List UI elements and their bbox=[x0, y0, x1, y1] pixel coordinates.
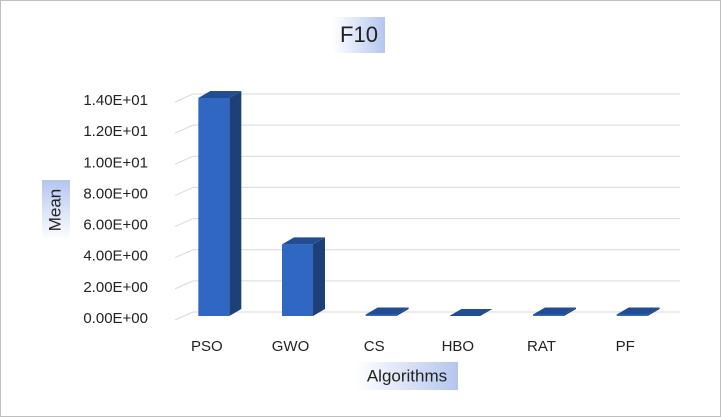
x-tick-label: GWO bbox=[272, 338, 310, 355]
bar bbox=[616, 314, 648, 316]
y-tick-label: 4.00E+00 bbox=[83, 248, 148, 265]
y-tick-label: 0.00E+00 bbox=[83, 310, 148, 327]
y-tick-label: 6.00E+00 bbox=[83, 217, 148, 234]
bar bbox=[365, 314, 397, 316]
bar-side bbox=[647, 307, 660, 316]
chart-title: F10 bbox=[340, 22, 378, 47]
x-tick-label: PF bbox=[616, 338, 635, 355]
grid-line-side bbox=[174, 124, 194, 134]
x-tick-label: RAT bbox=[527, 338, 556, 355]
y-tick-label: 8.00E+00 bbox=[83, 185, 148, 202]
x-tick-label: HBO bbox=[442, 338, 475, 355]
grid-line-side bbox=[174, 280, 194, 290]
bar bbox=[533, 314, 564, 316]
x-axis-label: Algorithms bbox=[367, 366, 447, 385]
bar-top bbox=[198, 91, 242, 98]
bar-top bbox=[533, 307, 576, 315]
bar-side bbox=[229, 91, 242, 316]
title-box bbox=[333, 17, 385, 53]
grid-line-side bbox=[174, 93, 194, 103]
grid-line-side bbox=[174, 155, 194, 165]
x-label-box bbox=[356, 362, 458, 390]
bar-side bbox=[313, 237, 325, 316]
grid-line-side bbox=[174, 218, 194, 228]
grid-line-side bbox=[174, 311, 194, 321]
grid-line-side bbox=[174, 186, 194, 196]
y-tick-label: 1.20E+01 bbox=[83, 123, 148, 140]
bar-top bbox=[365, 307, 409, 315]
bar bbox=[282, 244, 313, 316]
bar-top bbox=[616, 307, 660, 315]
x-tick-label: CS bbox=[364, 338, 385, 355]
grid-line-side bbox=[174, 249, 194, 259]
y-label-box bbox=[42, 180, 70, 240]
y-tick-label: 1.00E+01 bbox=[83, 154, 148, 171]
bar-side bbox=[396, 307, 409, 316]
bar bbox=[198, 98, 230, 316]
y-axis-label: Mean bbox=[45, 189, 64, 232]
bar-top bbox=[282, 237, 325, 245]
x-tick-label: PSO bbox=[191, 338, 223, 355]
bar-side bbox=[564, 307, 576, 316]
bar-top bbox=[449, 309, 493, 316]
y-tick-label: 2.00E+00 bbox=[83, 279, 148, 296]
y-tick-label: 1.40E+01 bbox=[83, 92, 148, 109]
